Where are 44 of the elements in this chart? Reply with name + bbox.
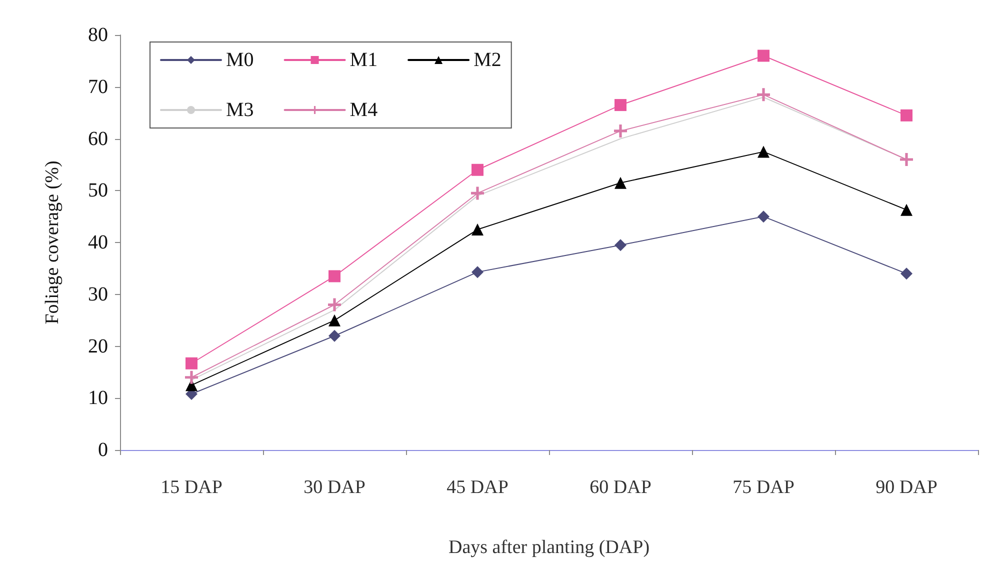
x-tick-label: 90 DAP	[876, 477, 938, 498]
point	[900, 204, 912, 216]
point	[614, 124, 627, 138]
point	[472, 224, 484, 236]
point	[185, 370, 198, 384]
x-tick-label: 30 DAP	[304, 477, 366, 498]
y-tick-label: 70	[88, 76, 108, 98]
y-tick-label: 80	[88, 24, 108, 46]
point	[758, 146, 770, 158]
point	[614, 176, 626, 189]
point	[472, 164, 484, 176]
y-tick-label: 20	[88, 335, 108, 358]
x-tick-label: 60 DAP	[590, 477, 652, 498]
point	[328, 270, 340, 282]
y-tick-label: 10	[88, 387, 108, 410]
y-tick-label: 40	[88, 232, 108, 254]
point	[900, 268, 912, 280]
legend-label: M4	[350, 99, 378, 121]
point	[186, 357, 198, 370]
legend-label: M1	[350, 49, 378, 71]
point	[614, 99, 626, 112]
y-axis-title: Foliage coverage (%)	[42, 160, 63, 324]
y-tick-label: 30	[88, 283, 108, 306]
point	[900, 153, 913, 166]
x-tick-label: 75 DAP	[732, 477, 794, 498]
point	[758, 50, 770, 62]
point	[328, 314, 340, 326]
y-tick-label: 0	[98, 439, 108, 461]
y-tick-label: 60	[88, 128, 108, 150]
point	[328, 330, 340, 342]
point	[900, 109, 912, 122]
legend-label: M2	[474, 49, 502, 71]
point	[614, 239, 626, 252]
x-tick-label: 45 DAP	[446, 477, 508, 498]
point	[471, 186, 484, 200]
x-tick-label: 15 DAP	[160, 477, 222, 498]
point	[328, 298, 341, 312]
legend-label: M3	[226, 99, 254, 121]
point	[758, 210, 770, 223]
x-axis-title: Days after planting (DAP)	[448, 537, 650, 558]
legend-label: M0	[226, 49, 254, 71]
point	[472, 266, 484, 278]
y-tick-label: 50	[88, 180, 108, 202]
point	[757, 88, 770, 102]
